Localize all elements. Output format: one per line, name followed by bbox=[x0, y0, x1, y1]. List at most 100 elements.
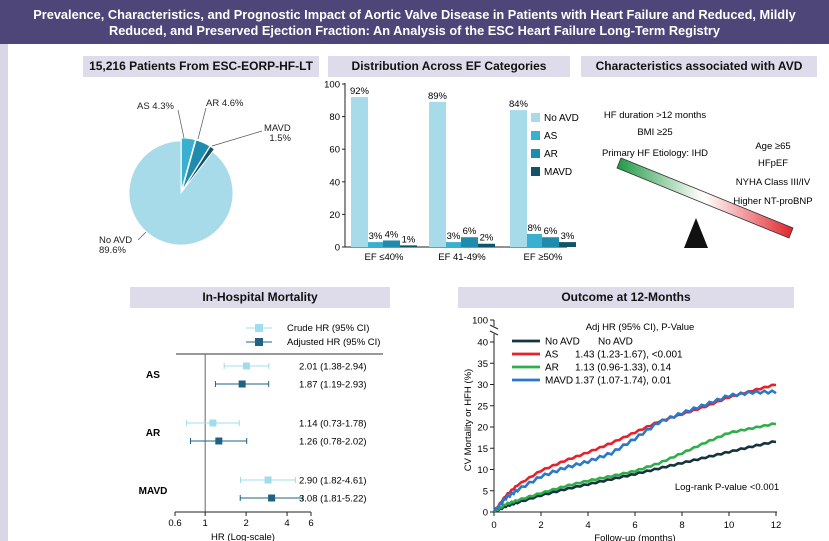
km-legend-hr: 1.43 (1.23-1.67), <0.001 bbox=[575, 350, 683, 361]
bar bbox=[510, 110, 527, 247]
bar-legend-swatch bbox=[531, 149, 540, 158]
km-axis-break bbox=[489, 330, 499, 336]
km-series-line bbox=[492, 383, 777, 513]
forest-x-tick-label: 2 bbox=[243, 518, 248, 529]
avd-right-item: NYHA Class III/IV bbox=[736, 177, 811, 188]
bar-data-label: 84% bbox=[509, 99, 529, 110]
bar-category-label: EF ≥50% bbox=[523, 252, 563, 263]
bar-y-tick-label: 100 bbox=[324, 80, 340, 91]
bar bbox=[559, 242, 576, 247]
km-x-tick-label: 6 bbox=[632, 520, 637, 531]
avd-right-item: Age ≥65 bbox=[755, 141, 790, 152]
forest-hr-marker bbox=[264, 476, 272, 484]
forest-hr-label: 1.26 (0.78-2.02) bbox=[299, 437, 367, 448]
km-series-line bbox=[493, 422, 777, 513]
bar-data-label: 3% bbox=[561, 231, 575, 242]
forest-hr-label: 3.08 (1.81-5.22) bbox=[299, 494, 367, 505]
km-legend-title: Adj HR (95% CI), P-Value bbox=[586, 322, 695, 333]
forest-hr-label: 1.14 (0.73-1.78) bbox=[299, 419, 367, 430]
forest-hr-label: 2.90 (1.82-4.61) bbox=[299, 476, 367, 487]
avd-right-item: HFpEF bbox=[758, 158, 788, 169]
km-legend-name: AS bbox=[545, 350, 559, 361]
bar bbox=[400, 245, 417, 247]
bar-legend-label: AR bbox=[544, 149, 558, 160]
forest-legend-label: Adjusted HR (95% CI) bbox=[287, 337, 380, 348]
title-line-2: Reduced, and Preserved Ejection Fraction… bbox=[108, 23, 721, 38]
avd-left-item: Primary HF Etiology: IHD bbox=[602, 148, 708, 159]
pie-leader-line bbox=[197, 107, 207, 140]
km-x-tick-label: 2 bbox=[538, 520, 543, 531]
forest-x-tick-label: 0.6 bbox=[168, 518, 181, 529]
title-line-1: Prevalence, Characteristics, and Prognos… bbox=[33, 7, 796, 22]
bar-legend-label: No AVD bbox=[544, 113, 579, 124]
pie-slice-label: 89.6% bbox=[99, 245, 126, 256]
pie-slice bbox=[128, 140, 234, 246]
forest-plot: Crude HR (95% CI) Adjusted HR (95% CI) AS 2… bbox=[139, 323, 383, 541]
bar-legend-swatch bbox=[531, 131, 540, 140]
bar bbox=[383, 240, 400, 247]
pie-leader-line bbox=[211, 130, 263, 147]
bar-y-tick-label: 60 bbox=[329, 145, 340, 156]
forest-legend-marker bbox=[255, 338, 263, 346]
bar bbox=[542, 237, 559, 247]
forest-hr-marker bbox=[238, 380, 246, 388]
km-x-axis-label: Follow-up (months) bbox=[594, 533, 675, 541]
forest-x-tick-label: 6 bbox=[308, 518, 313, 529]
forest-x-tick-label: 4 bbox=[284, 518, 289, 529]
km-y-tick-label: 100 bbox=[472, 316, 488, 327]
bar-data-label: 89% bbox=[428, 91, 448, 102]
pie-slice-label: No AVD bbox=[99, 235, 132, 246]
km-series-line bbox=[492, 389, 777, 513]
km-legend-hr: 1.13 (0.96-1.33), 0.14 bbox=[575, 363, 672, 374]
forest-group-label: MAVD bbox=[139, 486, 168, 497]
km-series-line bbox=[493, 440, 777, 513]
forest-hr-label: 1.87 (1.19-2.93) bbox=[299, 380, 367, 391]
bar-data-label: 3% bbox=[369, 231, 383, 242]
km-y-axis-label: CV Mortality or HFH (%) bbox=[463, 369, 474, 471]
pie-slice-label: 1.5% bbox=[269, 133, 291, 144]
bar bbox=[368, 242, 383, 247]
bar-legend-label: MAVD bbox=[544, 167, 572, 178]
bar bbox=[527, 233, 542, 247]
pie-leader-line bbox=[137, 231, 147, 241]
km-y-tick-label: 40 bbox=[477, 338, 488, 349]
km-x-tick-label: 8 bbox=[679, 520, 684, 531]
fulcrum-triangle bbox=[684, 218, 708, 248]
bar-data-label: 6% bbox=[463, 226, 477, 237]
km-y-tick-label: 15 bbox=[477, 444, 488, 455]
bar bbox=[446, 242, 461, 247]
km-y-tick-label: 20 bbox=[477, 423, 488, 434]
bar-data-label: 1% bbox=[402, 234, 416, 245]
avd-left-item: HF duration >12 months bbox=[604, 110, 706, 121]
bar-y-tick-label: 20 bbox=[329, 210, 340, 221]
km-y-tick-label: 0 bbox=[483, 508, 488, 519]
mortality-panel-header: In-Hospital Mortality bbox=[130, 287, 390, 308]
forest-hr-label: 2.01 (1.38-2.94) bbox=[299, 362, 367, 373]
km-y-tick-label: 5 bbox=[483, 486, 488, 497]
forest-hr-marker bbox=[242, 362, 250, 370]
avd-left-item: BMI ≥25 bbox=[637, 127, 672, 138]
pie-leader-line bbox=[177, 109, 185, 139]
km-y-tick-label: 35 bbox=[477, 359, 488, 370]
km-x-tick-label: 10 bbox=[724, 520, 735, 531]
km-legend-name: AR bbox=[545, 363, 559, 374]
km-legend-name: No AVD bbox=[545, 337, 580, 348]
bar-category-label: EF ≤40% bbox=[364, 252, 404, 263]
avd-panel-header: Characteristics associated with AVD bbox=[581, 56, 817, 77]
pie-slice-label: AR 4.6% bbox=[206, 98, 244, 109]
bar-data-label: 8% bbox=[528, 223, 542, 234]
avd-right-item: Higher NT-proBNP bbox=[733, 196, 812, 207]
km-y-tick-label: 10 bbox=[477, 465, 488, 476]
km-chart: 0 5 10 15 20 25 30 35 40 100 0 2 4 6 8 10 12 Follow-up (m… bbox=[463, 316, 781, 541]
km-x-tick-label: 12 bbox=[771, 520, 782, 531]
km-legend-hr: No AVD bbox=[598, 337, 633, 348]
pie-slice bbox=[181, 137, 196, 191]
km-y-tick-label: 30 bbox=[477, 380, 488, 391]
title-banner: Prevalence, Characteristics, and Prognos… bbox=[0, 0, 829, 44]
balance-beam bbox=[616, 157, 794, 239]
bar-data-label: 92% bbox=[350, 86, 370, 97]
forest-x-axis-label: HR (Log-scale) bbox=[211, 532, 275, 541]
forest-hr-marker bbox=[268, 494, 276, 502]
